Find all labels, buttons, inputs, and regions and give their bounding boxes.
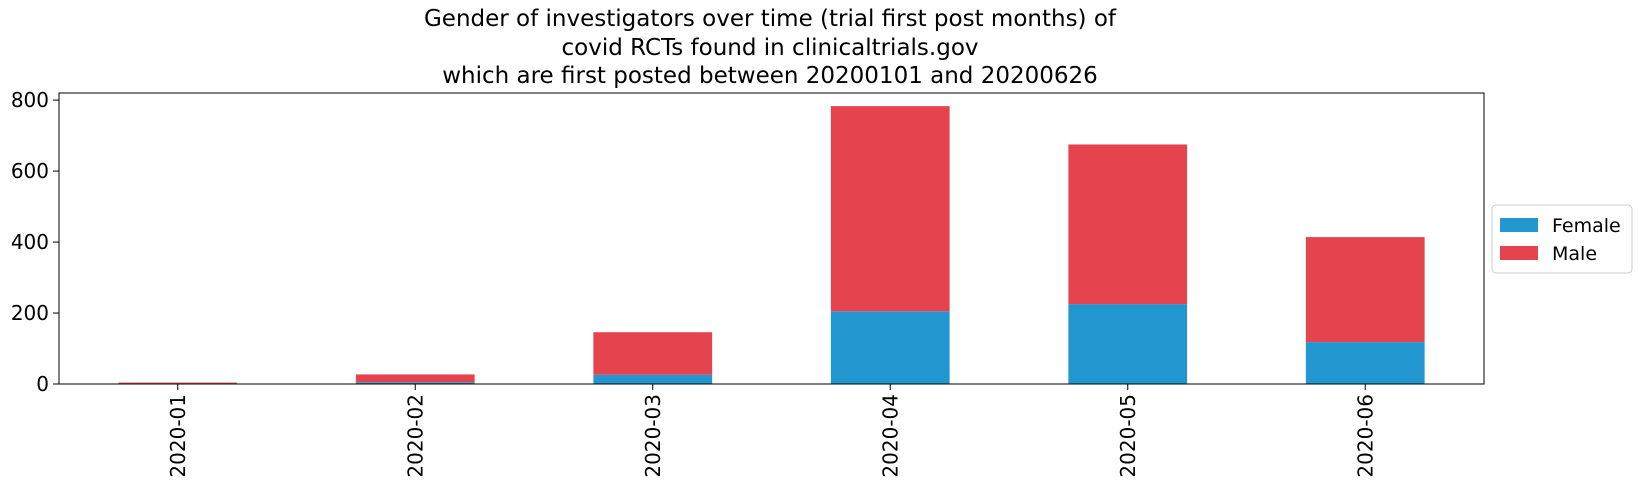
x-tick-label: 2020-03 [641, 394, 665, 478]
axes-group: 0 200 400 600 800 2020-01 2020-02 2020-03 2020-0… [11, 88, 1485, 478]
x-tick-label: 2020-01 [166, 394, 190, 478]
x-tick-label: 2020-06 [1353, 394, 1377, 478]
bar-female-2020-05 [1068, 304, 1188, 384]
bar-male-2020-05 [1068, 144, 1188, 305]
legend: Female Male [1491, 204, 1633, 274]
legend-label-male: Male [1552, 243, 1597, 265]
x-tick-label: 2020-02 [403, 394, 427, 478]
y-tick-label: 600 [11, 159, 49, 183]
x-tick-label: 2020-05 [1116, 394, 1140, 478]
bars-group [118, 106, 1425, 384]
legend-swatch-male [1500, 246, 1538, 260]
bar-female-2020-06 [1305, 342, 1425, 384]
chart-title-line-3: which are first posted between 20200101 … [442, 63, 1098, 89]
legend-swatch-female [1500, 218, 1538, 232]
bar-male-2020-04 [830, 106, 950, 312]
bar-male-2020-01 [118, 382, 238, 384]
bar-male-2020-06 [1305, 237, 1425, 343]
plot-frame [58, 92, 1485, 385]
bar-female-2020-02 [355, 382, 475, 384]
y-tick-label: 400 [11, 230, 49, 254]
x-tick-label: 2020-04 [878, 394, 902, 478]
bar-male-2020-03 [593, 332, 713, 375]
bar-female-2020-03 [593, 374, 713, 384]
chart-title-line-1: Gender of investigators over time (trial… [423, 6, 1117, 32]
chart-title-line-2: covid RCTs found in clinicaltrials.gov [561, 35, 979, 61]
y-tick-label: 200 [11, 301, 49, 325]
y-tick-label: 0 [36, 372, 49, 396]
bar-female-2020-04 [830, 311, 950, 384]
y-tick-label: 800 [11, 88, 49, 112]
legend-label-female: Female [1552, 215, 1621, 237]
bar-male-2020-02 [355, 374, 475, 383]
